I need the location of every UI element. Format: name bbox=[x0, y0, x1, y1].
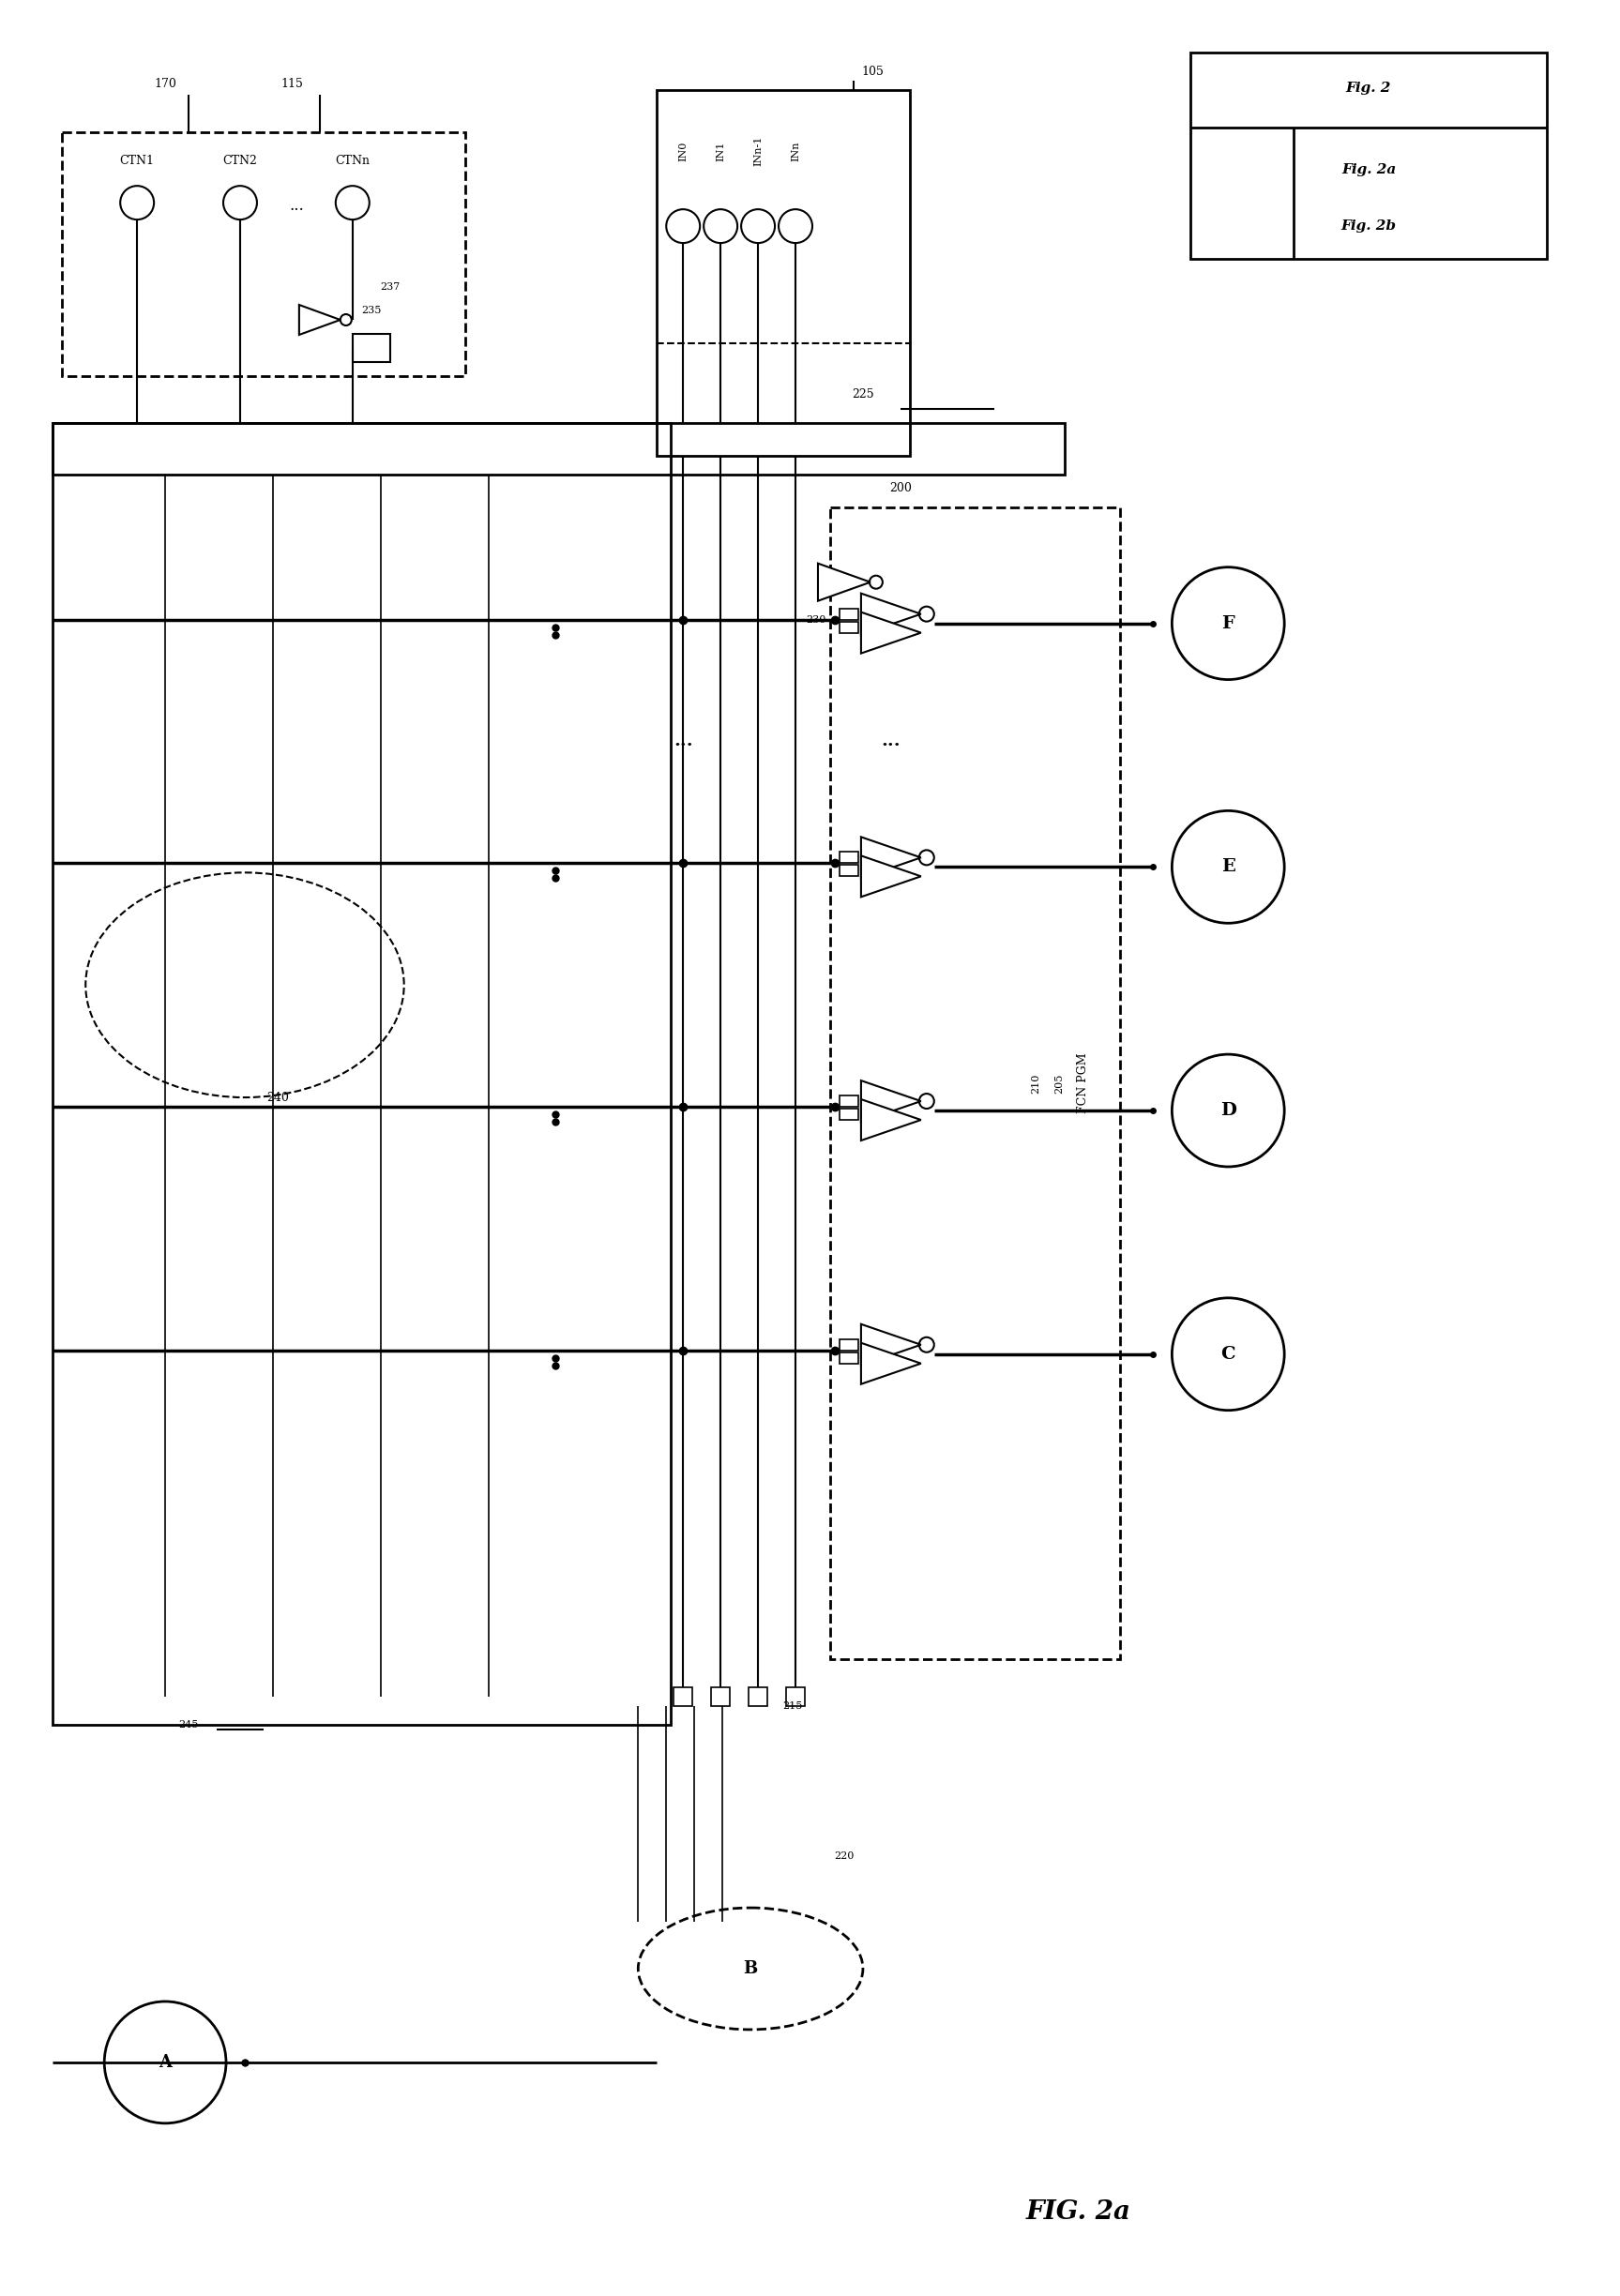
Bar bbox=[748, 1688, 768, 1706]
Text: 225: 225 bbox=[852, 388, 875, 402]
Text: 215: 215 bbox=[782, 1701, 802, 1711]
Polygon shape bbox=[862, 1343, 922, 1384]
Polygon shape bbox=[818, 563, 870, 602]
Text: Fig. 2: Fig. 2 bbox=[1346, 83, 1392, 94]
Text: 220: 220 bbox=[834, 1851, 854, 1862]
Bar bbox=[829, 507, 1121, 1660]
Text: 205: 205 bbox=[1055, 1072, 1064, 1093]
Text: ...: ... bbox=[674, 732, 693, 751]
Bar bbox=[62, 133, 465, 377]
Text: Fig. 2b: Fig. 2b bbox=[1341, 220, 1396, 232]
Text: 210: 210 bbox=[1032, 1072, 1042, 1093]
Text: 115: 115 bbox=[280, 78, 303, 90]
Text: INn: INn bbox=[791, 140, 800, 161]
Text: CTN1: CTN1 bbox=[120, 154, 154, 168]
Bar bbox=[711, 1688, 731, 1706]
Text: 230: 230 bbox=[807, 615, 826, 625]
Text: FCN PGM: FCN PGM bbox=[1077, 1054, 1089, 1114]
Text: FIG. 2a: FIG. 2a bbox=[1025, 2200, 1131, 2225]
Polygon shape bbox=[862, 613, 922, 654]
Bar bbox=[1191, 53, 1547, 259]
Polygon shape bbox=[862, 856, 922, 898]
Text: 170: 170 bbox=[154, 78, 177, 90]
Text: 235: 235 bbox=[361, 305, 381, 315]
Polygon shape bbox=[862, 1325, 922, 1366]
Bar bbox=[839, 1109, 859, 1120]
Bar bbox=[839, 1339, 859, 1350]
Bar bbox=[656, 90, 910, 455]
Text: F: F bbox=[1221, 615, 1234, 631]
Text: IN1: IN1 bbox=[716, 140, 726, 161]
Bar bbox=[53, 422, 671, 1724]
Text: E: E bbox=[1221, 859, 1234, 875]
Text: D: D bbox=[1220, 1102, 1236, 1118]
Bar bbox=[839, 608, 859, 620]
Text: B: B bbox=[744, 1961, 758, 1977]
Bar bbox=[839, 1352, 859, 1364]
Bar bbox=[839, 1095, 859, 1107]
Bar bbox=[839, 852, 859, 863]
Text: CTNn: CTNn bbox=[335, 154, 369, 168]
Text: INn-1: INn-1 bbox=[753, 135, 763, 165]
Text: ...: ... bbox=[881, 732, 901, 751]
Text: 240: 240 bbox=[266, 1091, 288, 1104]
Text: 105: 105 bbox=[862, 67, 883, 78]
Bar bbox=[674, 1688, 692, 1706]
Bar bbox=[839, 866, 859, 877]
Polygon shape bbox=[862, 1081, 922, 1123]
Polygon shape bbox=[862, 1100, 922, 1141]
Text: A: A bbox=[159, 2055, 172, 2071]
Text: CTN2: CTN2 bbox=[224, 154, 258, 168]
Polygon shape bbox=[300, 305, 340, 335]
Text: ...: ... bbox=[288, 197, 303, 214]
Text: Fig. 2a: Fig. 2a bbox=[1341, 163, 1396, 177]
Bar bbox=[353, 333, 390, 363]
Text: 200: 200 bbox=[889, 482, 912, 494]
Text: IN0: IN0 bbox=[679, 140, 688, 161]
Polygon shape bbox=[862, 592, 922, 634]
Bar bbox=[53, 422, 1064, 475]
Polygon shape bbox=[862, 838, 922, 877]
Text: 245: 245 bbox=[178, 1720, 199, 1729]
Bar bbox=[839, 622, 859, 634]
Text: 237: 237 bbox=[381, 282, 400, 292]
Text: C: C bbox=[1221, 1345, 1236, 1362]
Bar bbox=[786, 1688, 805, 1706]
